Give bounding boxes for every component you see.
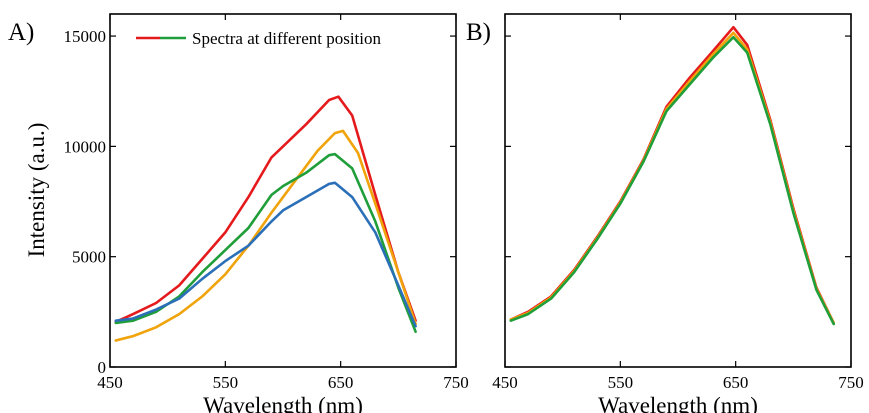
legend-label: Spectra at different position bbox=[192, 29, 381, 48]
panel-b-axes-box bbox=[504, 13, 852, 368]
panel-b-x-axis-label: Wavelength (nm) bbox=[598, 393, 758, 413]
panel-a-series-orange-line bbox=[114, 129, 417, 342]
panel-a-series-blue-line bbox=[114, 181, 417, 328]
panel-a-x-tick-label: 450 bbox=[97, 373, 123, 392]
panel-a-x-tick-label: 750 bbox=[443, 373, 469, 392]
legend: Spectra at different position bbox=[136, 29, 381, 48]
panel-b-plot-area bbox=[509, 25, 835, 326]
panel-b-ticks: 450 550 650 750 bbox=[492, 14, 864, 392]
panel-a-x-tick-label: 650 bbox=[328, 373, 354, 392]
panel-a-y-tick-label: 15000 bbox=[64, 27, 107, 46]
panel-a-plot-area bbox=[114, 95, 417, 342]
panel-a-y-axis-label: Intensity (a.u.) bbox=[24, 123, 49, 258]
panel-a-y-tick-label: 5000 bbox=[72, 248, 106, 267]
panel-a-series-red-line bbox=[114, 95, 417, 324]
panel-b-x-tick-label: 450 bbox=[492, 373, 518, 392]
panel-a-label: A) bbox=[8, 19, 34, 46]
panel-a-x-tick-label: 550 bbox=[213, 373, 239, 392]
panel-a-y-tick-label: 10000 bbox=[64, 137, 107, 156]
panel-a-y-tick-label: 0 bbox=[98, 358, 107, 377]
panel-b-label: B) bbox=[466, 19, 491, 46]
panel-b-x-tick-label: 750 bbox=[838, 373, 864, 392]
panel-b: B) 450 550 650 750 Wavelength (nm) bbox=[466, 13, 864, 413]
panel-b-x-tick-label: 550 bbox=[608, 373, 634, 392]
panel-b-x-tick-label: 650 bbox=[723, 373, 749, 392]
panel-b-series-green-line bbox=[509, 35, 835, 326]
panel-a: A) 450 550 650 750 0 5000 10000 15000 Wavelengt… bbox=[8, 13, 469, 413]
panel-a-ticks: 450 550 650 750 0 5000 10000 15000 bbox=[64, 14, 469, 392]
panel-a-x-axis-label: Wavelength (nm) bbox=[203, 393, 363, 413]
panel-a-axes-box bbox=[109, 13, 457, 368]
